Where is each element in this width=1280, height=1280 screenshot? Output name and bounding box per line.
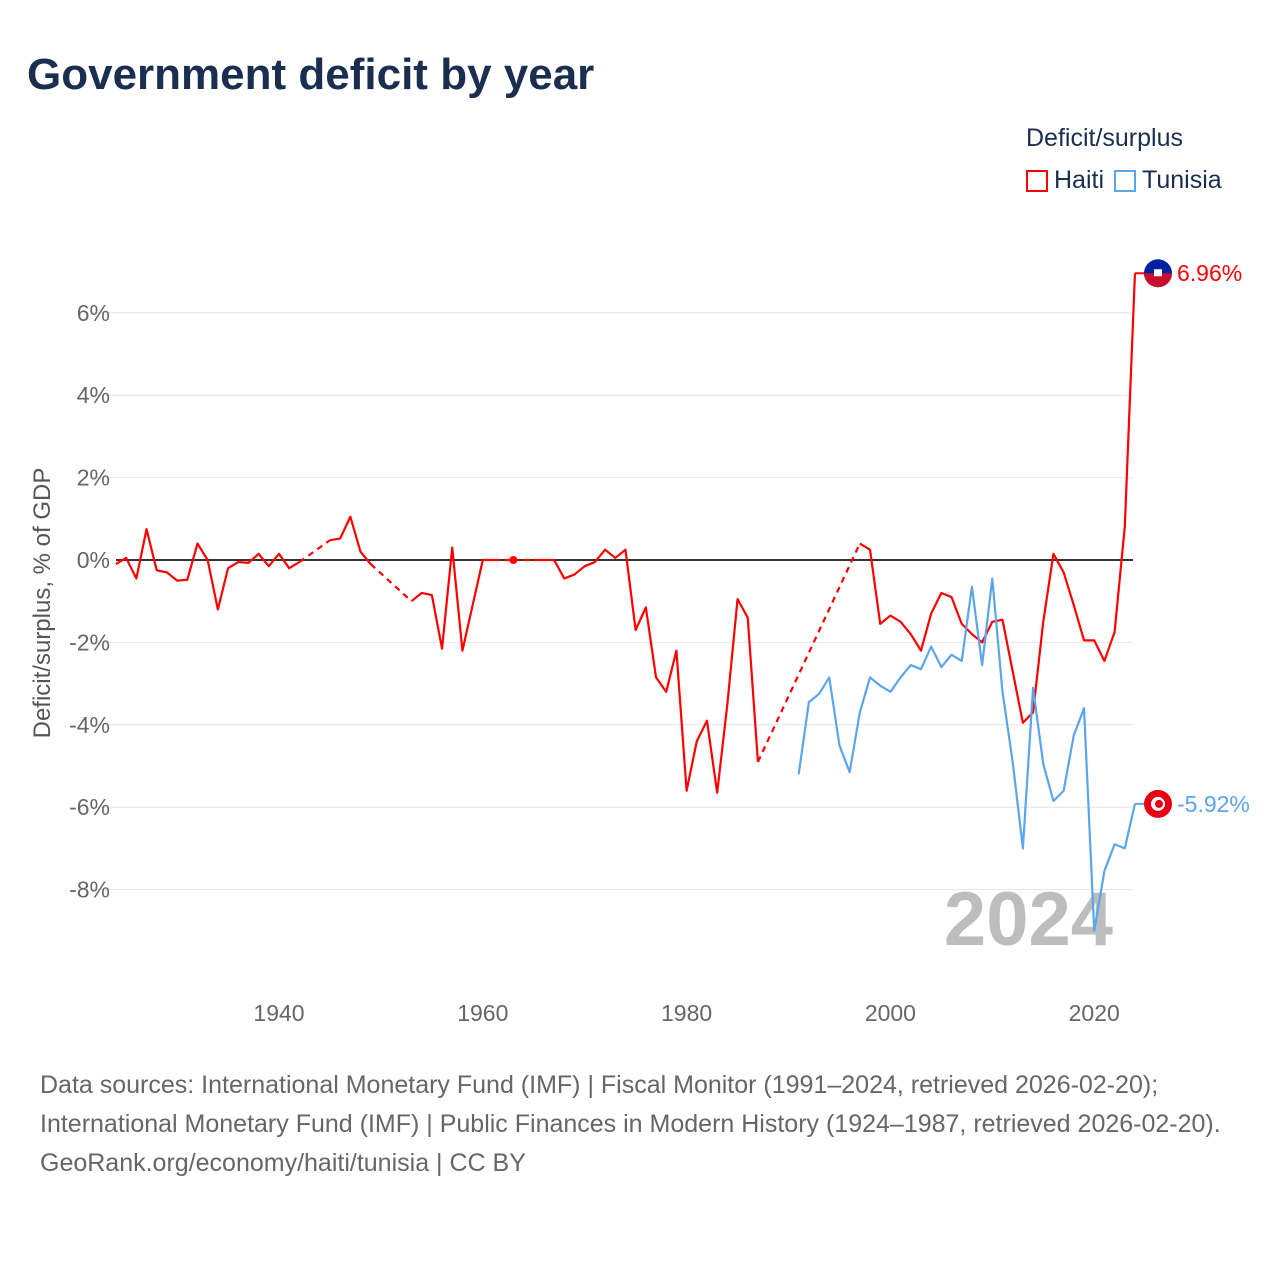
series-line bbox=[410, 546, 493, 652]
footer: Data sources: International Monetary Fun… bbox=[40, 1066, 1240, 1183]
x-tick-label: 2020 bbox=[1069, 1000, 1120, 1026]
y-tick-label: 0% bbox=[77, 547, 110, 573]
y-tick-label: -6% bbox=[69, 794, 110, 820]
series-line bbox=[329, 515, 372, 565]
gap-connector bbox=[298, 539, 331, 563]
y-tick-label: -2% bbox=[69, 629, 110, 655]
y-axis-label: Deficit/surplus, % of GDP bbox=[29, 468, 56, 739]
legend-title: Deficit/surplus bbox=[1026, 124, 1183, 152]
line-chart: 6% 4% 2% 0% -2% -4% -6% -8% 1940 1960 1980 2000 2020… bbox=[29, 259, 1250, 1026]
series-tunisia: -5.92% bbox=[797, 577, 1250, 932]
y-tick-label: 4% bbox=[77, 382, 110, 408]
y-tick-label: 2% bbox=[77, 465, 110, 491]
series-haiti: 6.96% bbox=[115, 259, 1242, 794]
legend-label: Haiti bbox=[1054, 166, 1105, 194]
haiti-flag-emblem bbox=[1154, 269, 1162, 277]
tunisia-flag-crescent bbox=[1155, 799, 1163, 808]
series-line bbox=[797, 577, 1137, 932]
data-sources: Data sources: International Monetary Fun… bbox=[40, 1071, 1221, 1138]
legend-label: Tunisia bbox=[1142, 166, 1222, 194]
x-tick-label: 2000 bbox=[865, 1000, 916, 1026]
y-tick-label: -4% bbox=[69, 712, 110, 738]
legend-item-haiti[interactable]: Haiti bbox=[1026, 166, 1104, 195]
end-value-label: -5.92% bbox=[1177, 791, 1250, 817]
y-tick-label: 6% bbox=[77, 300, 110, 326]
legend-item-tunisia[interactable]: Tunisia bbox=[1114, 166, 1222, 195]
x-tick-label: 1960 bbox=[457, 1000, 508, 1026]
series-line bbox=[533, 548, 760, 794]
haiti-flag-icon-half bbox=[1144, 273, 1172, 288]
y-tick-label: -8% bbox=[69, 877, 110, 903]
x-tick-label: 1980 bbox=[661, 1000, 712, 1026]
year-watermark: 2024 bbox=[944, 877, 1113, 962]
x-tick-label: 1940 bbox=[253, 1000, 304, 1026]
credit-link[interactable]: GeoRank.org/economy/haiti/tunisia | CC B… bbox=[40, 1149, 526, 1177]
gap-connector bbox=[369, 563, 413, 603]
legend: Haiti Tunisia bbox=[1026, 166, 1222, 195]
tunisia-swatch bbox=[1114, 169, 1137, 192]
haiti-swatch bbox=[1026, 169, 1048, 192]
series-line bbox=[115, 527, 300, 611]
chart-title: Government deficit by year bbox=[27, 50, 595, 99]
gap-connector bbox=[756, 543, 861, 763]
series-line bbox=[859, 273, 1137, 724]
end-value-label: 6.96% bbox=[1177, 260, 1242, 286]
